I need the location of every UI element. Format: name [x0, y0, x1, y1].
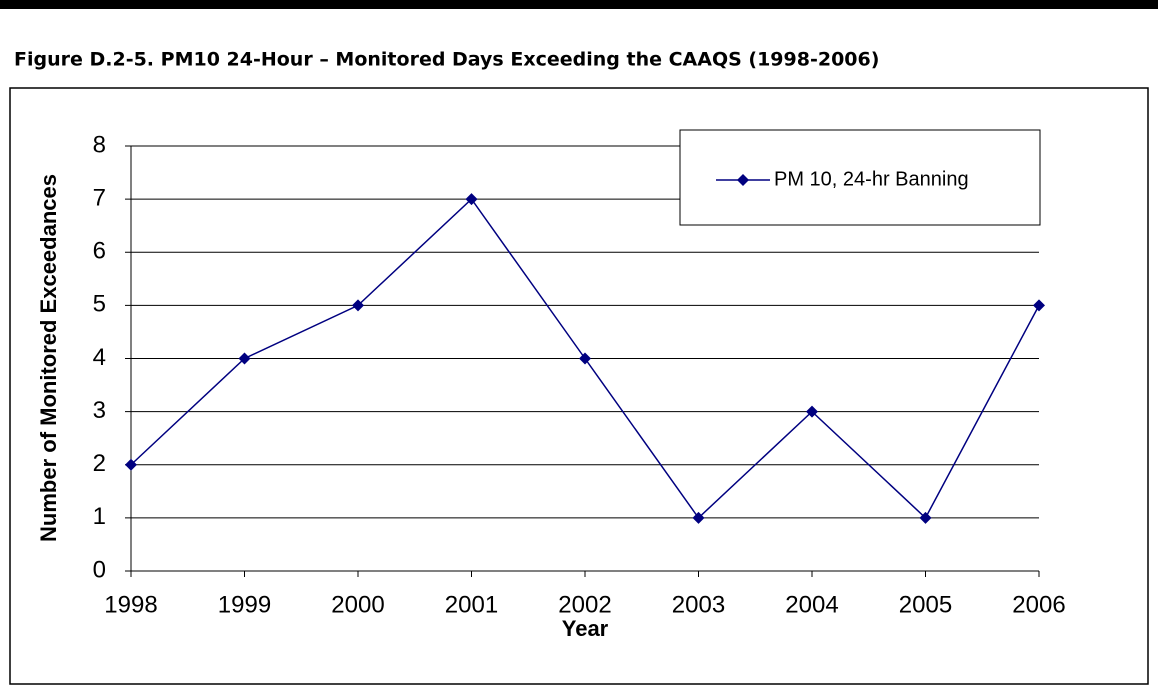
y-tick-label: 3 [93, 397, 106, 424]
marker [579, 352, 591, 365]
x-tick-label: 2002 [558, 591, 611, 618]
y-tick-label: 2 [93, 450, 106, 477]
top-rule [0, 0, 1158, 9]
x-axis-label: Year [562, 616, 609, 641]
marker [1033, 299, 1045, 312]
y-tick-label: 0 [93, 556, 106, 583]
marker [465, 193, 478, 206]
y-tick-label: 7 [93, 184, 106, 211]
y-tick-label: 1 [93, 503, 106, 530]
chart-title: Figure D.2-5. PM10 24-Hour – Monitored D… [14, 49, 879, 71]
x-tick-label: 2001 [445, 591, 498, 618]
x-tick-label: 2004 [785, 591, 838, 618]
marker [238, 352, 251, 365]
y-tick-label: 8 [93, 131, 106, 158]
legend-marker [737, 174, 749, 186]
marker [692, 511, 705, 524]
x-tick-label: 2000 [331, 591, 384, 618]
marker [352, 299, 364, 312]
y-axis-label: Number of Monitored Exceedances [36, 174, 61, 542]
y-tick-label: 5 [93, 291, 106, 318]
y-tick-label: 4 [93, 344, 106, 371]
chart-frame [9, 87, 1149, 685]
y-tick-label: 6 [93, 238, 106, 265]
x-tick-label: 1998 [104, 591, 157, 618]
marker [806, 405, 818, 418]
x-tick-label: 2003 [672, 591, 725, 618]
legend-label: PM 10, 24-hr Banning [774, 168, 969, 190]
marker [125, 458, 137, 471]
x-tick-label: 2005 [899, 591, 952, 618]
marker [919, 511, 932, 524]
x-tick-label: 2006 [1012, 591, 1065, 618]
x-tick-label: 1999 [218, 591, 271, 618]
